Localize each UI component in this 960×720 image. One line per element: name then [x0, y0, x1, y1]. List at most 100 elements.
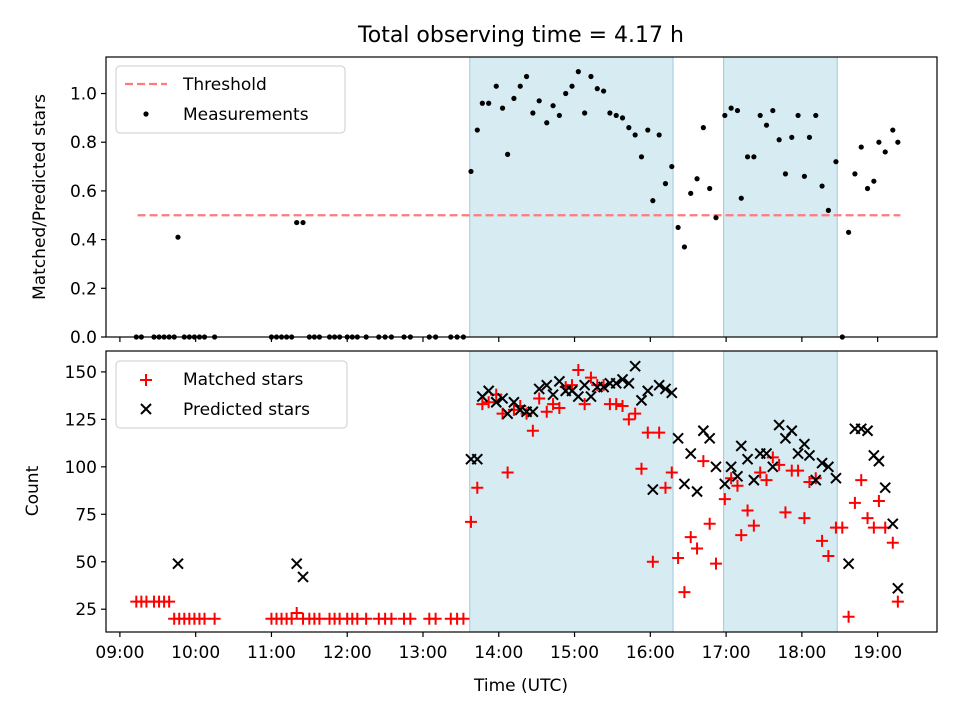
- measurement-point: [734, 107, 741, 114]
- predicted-legend-label: Predicted stars: [183, 400, 310, 420]
- y-tick-label: 125: [65, 410, 97, 430]
- predicted-star-point: [760, 447, 773, 460]
- matched-star-point: [741, 504, 754, 517]
- matched-star-point: [747, 519, 760, 532]
- matched-star-point: [809, 472, 822, 485]
- predicted-star-point: [597, 381, 610, 393]
- matched-star-point: [198, 612, 211, 625]
- matched-star-point: [208, 612, 221, 625]
- measurement-point: [825, 207, 831, 213]
- measurement-point: [626, 125, 632, 131]
- y-tick-label: 100: [65, 458, 97, 478]
- matched-star-point: [646, 555, 659, 568]
- measurement-point: [871, 178, 877, 184]
- measurement-point: [707, 185, 713, 192]
- matched-star-point: [566, 379, 579, 392]
- predicted-star-point: [792, 447, 804, 460]
- y-tick-label: 0.0: [70, 328, 97, 348]
- shaded-interval: [723, 350, 838, 633]
- predicted-star-point: [501, 407, 514, 420]
- measurement-point: [763, 122, 770, 128]
- predicted-star-point: [719, 478, 731, 490]
- measurement-point: [662, 181, 669, 187]
- measurement-point: [294, 219, 300, 226]
- measurement-point: [613, 112, 619, 119]
- measurement-point: [588, 73, 594, 80]
- matched-star-point: [471, 481, 484, 494]
- x-tick-label: 10:00: [171, 643, 220, 663]
- predicted-star-point: [290, 557, 303, 570]
- predicted-star-point: [647, 483, 659, 496]
- predicted-star-point: [533, 383, 545, 395]
- matched-star-point: [855, 474, 868, 487]
- shaded-interval: [469, 350, 674, 633]
- predicted-star-point: [572, 390, 585, 403]
- matched-star-point: [533, 392, 546, 405]
- matched-star-point: [464, 515, 477, 528]
- matched-star-point: [641, 426, 654, 439]
- x-tick-label: 14:00: [474, 643, 523, 663]
- predicted-star-point: [830, 472, 842, 484]
- matched-star-point: [635, 462, 648, 475]
- measurement-point: [656, 132, 662, 138]
- matched-star-point: [842, 610, 855, 623]
- measurement-point: [852, 171, 858, 177]
- measurement-point: [713, 215, 719, 221]
- matched-legend-label: Matched stars: [183, 370, 303, 390]
- top-y-axis-label: Matched/Predicted stars: [30, 94, 50, 300]
- x-tick-label: 18:00: [777, 643, 826, 663]
- matched-star-point: [385, 612, 398, 625]
- measurement-point: [479, 100, 485, 106]
- measurement-point: [876, 139, 882, 145]
- predicted-star-point: [887, 518, 899, 530]
- predicted-star-point: [842, 557, 855, 570]
- predicted-star-point: [810, 474, 822, 486]
- matched-star-point: [672, 551, 685, 564]
- measurement-point: [569, 83, 575, 89]
- matched-star-point: [457, 612, 470, 625]
- matched-star-point: [886, 536, 899, 549]
- matched-star-point: [629, 407, 642, 420]
- measurement-point: [770, 107, 776, 114]
- matched-star-point: [482, 396, 495, 409]
- measurement-point: [694, 176, 700, 182]
- predicted-star-point: [786, 425, 798, 437]
- y-tick-label: 50: [75, 553, 97, 573]
- matched-star-point: [290, 607, 303, 620]
- matched-star-point: [540, 405, 553, 418]
- predicted-star-point: [691, 485, 703, 498]
- measurement-point: [895, 139, 901, 145]
- x-tick-label: 12:00: [323, 643, 372, 663]
- measurement-point: [728, 105, 734, 111]
- predicted-star-point: [855, 423, 867, 435]
- matched-star-point: [697, 455, 710, 468]
- matched-star-point: [665, 466, 678, 479]
- measurement-point: [300, 219, 306, 226]
- measurement-point: [175, 234, 181, 240]
- predicted-star-point: [541, 379, 553, 391]
- x-tick-label: 09:00: [95, 643, 144, 663]
- predicted-star-point: [623, 377, 635, 389]
- measurement-point: [600, 88, 607, 94]
- matched-star-point: [718, 493, 731, 506]
- measurement-point: [882, 149, 888, 155]
- matched-star-point: [792, 464, 805, 477]
- measurement-point: [795, 112, 801, 119]
- x-tick-label: 11:00: [247, 643, 296, 663]
- predicted-star-point: [767, 461, 779, 473]
- predicted-star-point: [585, 390, 597, 403]
- predicted-star-point: [578, 379, 591, 391]
- measurement-point: [582, 110, 588, 116]
- measurement-point: [619, 115, 626, 121]
- matched-star-point: [507, 403, 520, 416]
- matched-star-point: [709, 557, 722, 570]
- measurement-point: [757, 112, 763, 119]
- matched-star-point: [766, 451, 779, 464]
- matched-star-point: [163, 595, 176, 608]
- bottom-panel: 25 50 75 100 125 150 09:00 10:00 11:00 12:00 13:0…: [23, 350, 938, 696]
- measurement-point: [890, 127, 896, 133]
- matched-star-point: [861, 512, 874, 525]
- matched-star-point: [659, 481, 672, 494]
- predicted-star-point: [822, 461, 835, 473]
